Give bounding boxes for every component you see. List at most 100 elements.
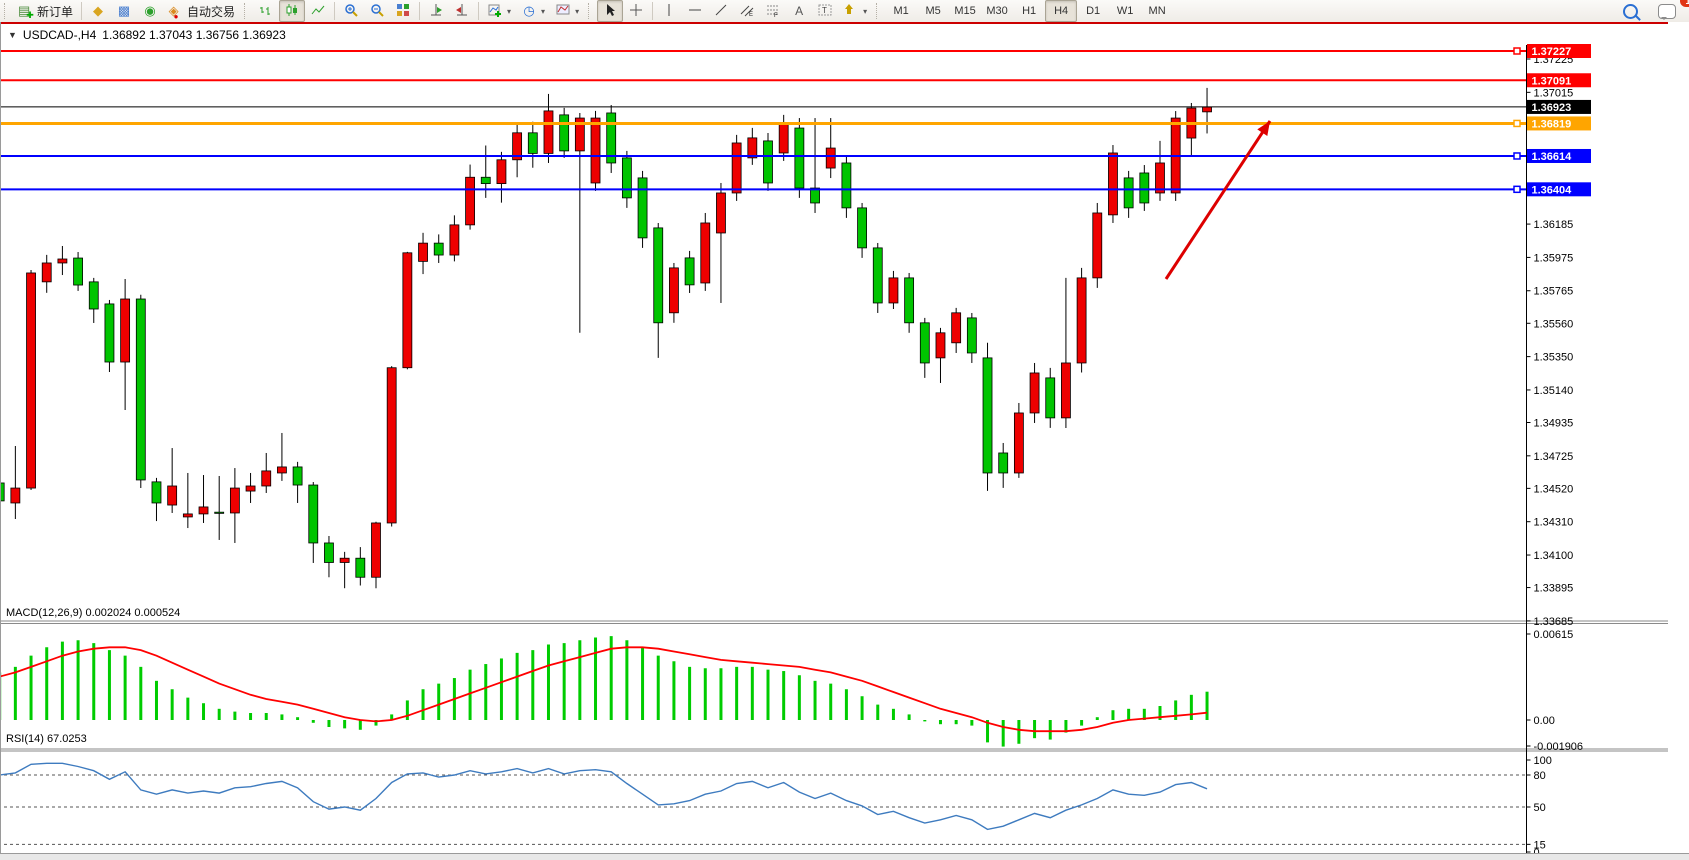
candle-bullish xyxy=(229,487,240,514)
price-tick-label: 1.35140 xyxy=(1534,385,1574,397)
timeframe-W1[interactable]: W1 xyxy=(1116,5,1134,17)
auto-scroll-icon xyxy=(428,3,444,19)
trendline-button[interactable] xyxy=(708,0,734,22)
line-chart-icon xyxy=(310,3,326,19)
text-label-button[interactable]: T xyxy=(812,0,838,22)
price-tick-label: 1.34725 xyxy=(1534,451,1574,463)
equidistant-channel-button[interactable]: E xyxy=(734,0,760,22)
price-axis[interactable]: 1.372251.370151.361851.359751.357651.355… xyxy=(1526,44,1592,853)
new-order-label: 新订单 xyxy=(37,4,74,19)
timeframe-M1[interactable]: M1 xyxy=(893,5,909,17)
hline-handle[interactable] xyxy=(1513,152,1521,160)
text-button[interactable]: A xyxy=(786,0,812,22)
rsi-line xyxy=(1,762,1208,831)
timeframe-M5[interactable]: M5 xyxy=(925,5,941,17)
candle-bearish xyxy=(355,557,366,578)
tile-windows-icon xyxy=(395,3,411,19)
auto-scroll-button[interactable] xyxy=(423,0,449,22)
auto-trading-button[interactable]: ◈● 自动交易 xyxy=(163,0,240,22)
bar-chart-icon xyxy=(258,3,274,19)
toolbar-separator xyxy=(81,2,83,20)
cursor-button[interactable] xyxy=(597,0,624,22)
price-tick-label: 1.35560 xyxy=(1534,318,1574,330)
trend-arrow[interactable] xyxy=(1164,120,1272,280)
hline-handle[interactable] xyxy=(1513,185,1521,194)
toolbar-drag-handle[interactable] xyxy=(588,3,594,19)
rsi-name: RSI(14) xyxy=(6,733,44,745)
timeframe-M15[interactable]: M15 xyxy=(954,5,976,17)
navigator-button[interactable]: ▩ xyxy=(111,0,137,22)
terminal-icon: ◉ xyxy=(144,3,156,18)
zoom-out-button[interactable] xyxy=(364,0,390,22)
candle-bullish xyxy=(1029,372,1040,414)
candle-bullish xyxy=(1013,412,1024,474)
market-watch-icon: ◆ xyxy=(93,3,104,18)
macd-tick-label: 0.00615 xyxy=(1534,629,1574,641)
rsi-tick-label: 0 xyxy=(1534,847,1540,853)
periods-button[interactable]: ◷ ▾ xyxy=(516,0,550,22)
macd-indicator-label: MACD(12,26,9) 0.002024 0.000524 xyxy=(6,607,180,619)
crosshair-icon xyxy=(628,3,644,19)
timeframe-H4[interactable]: H4 xyxy=(1045,0,1078,22)
bar-chart-button[interactable] xyxy=(253,0,279,22)
templates-button[interactable]: ▾ xyxy=(550,0,584,22)
notifications-button[interactable]: 1 xyxy=(1653,0,1689,22)
search-button[interactable] xyxy=(1618,0,1643,22)
candle-bearish xyxy=(480,176,491,185)
vertical-line-button[interactable] xyxy=(656,0,682,22)
toolbar-drag-handle[interactable] xyxy=(876,3,882,19)
chart-title-collapse-icon[interactable]: ▼ xyxy=(8,30,17,40)
timeframe-MN[interactable]: MN xyxy=(1148,5,1166,17)
candle-bullish xyxy=(888,277,899,304)
candle-bearish xyxy=(1,482,5,502)
timeframe-D1[interactable]: D1 xyxy=(1086,5,1101,17)
indicators-button[interactable]: ▾ xyxy=(482,0,516,22)
price-badge xyxy=(1527,116,1591,131)
toolbar-separator xyxy=(478,2,480,20)
navigator-icon: ▩ xyxy=(117,3,131,18)
hline-handle[interactable] xyxy=(1513,119,1521,128)
arrows-icon xyxy=(843,3,859,19)
crosshair-button[interactable] xyxy=(623,0,649,22)
hline-handle[interactable] xyxy=(1513,47,1521,55)
price-tick-label: 1.34310 xyxy=(1534,517,1574,529)
chart-title[interactable]: ▼ USDCAD-,H4 1.36892 1.37043 1.36756 1.3… xyxy=(8,28,286,42)
new-order-button[interactable]: ▤✚ 新订单 xyxy=(13,0,78,22)
candle-bullish xyxy=(41,262,52,283)
notification-badge: 1 xyxy=(1680,0,1689,7)
market-watch-button[interactable]: ◆ xyxy=(85,0,111,22)
chart-symbol: USDCAD-,H4 xyxy=(22,28,97,42)
terminal-button[interactable]: ◉ xyxy=(137,0,163,22)
chart-background xyxy=(1,22,1668,853)
candle-bullish xyxy=(245,485,256,492)
line-chart-button[interactable] xyxy=(305,0,331,22)
candle-bearish xyxy=(73,257,83,286)
tile-windows-button[interactable] xyxy=(390,0,416,22)
candle-bullish xyxy=(26,272,36,489)
price-badge-label: 1.37091 xyxy=(1532,75,1572,87)
candle-bullish xyxy=(731,142,742,194)
timeframe-H1[interactable]: H1 xyxy=(1022,5,1037,17)
macd-name: MACD(12,26,9) xyxy=(6,607,83,619)
arrows-button[interactable]: ▾ xyxy=(838,0,872,22)
price-tick-label: 1.33895 xyxy=(1534,583,1574,595)
chart-shift-button[interactable] xyxy=(449,0,475,22)
candle-bearish xyxy=(857,207,867,249)
candle-bearish xyxy=(841,162,852,209)
price-tick-label: 1.34520 xyxy=(1534,483,1574,495)
candle-bullish xyxy=(1061,362,1071,419)
fibonacci-button[interactable]: F xyxy=(760,0,786,22)
chart-canvas[interactable]: 1.372251.370151.361851.359751.357651.355… xyxy=(1,22,1689,853)
toolbar-drag-handle[interactable] xyxy=(244,3,250,19)
new-order-icon: ▤✚ xyxy=(18,3,34,20)
candle-bullish xyxy=(418,242,428,262)
candle-bullish xyxy=(402,252,413,369)
candlestick-chart-button[interactable] xyxy=(279,0,306,22)
zoom-in-button[interactable] xyxy=(338,0,364,22)
timeframe-M30[interactable]: M30 xyxy=(986,5,1008,17)
horizontal-line-button[interactable] xyxy=(682,0,708,22)
fibonacci-icon: F xyxy=(765,3,781,19)
toolbar-drag-handle[interactable] xyxy=(4,3,10,19)
candle-bearish xyxy=(982,357,993,474)
candle-bearish xyxy=(559,114,570,152)
